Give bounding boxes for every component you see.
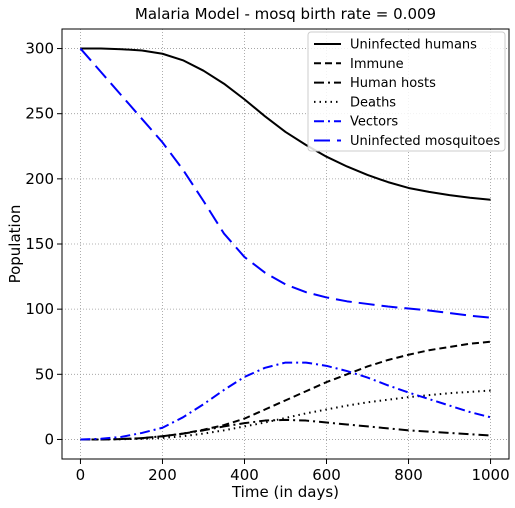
series-line-uninfected-humans: [80, 47, 491, 201]
x-tick-label: 0: [76, 466, 86, 484]
series-line-uninfected-mosquitoes: [79, 47, 491, 319]
y-tick-label: 150: [25, 235, 54, 253]
legend-label: Uninfected humans: [350, 38, 477, 53]
y-tick-label: 50: [35, 365, 54, 383]
legend-label: Human hosts: [350, 76, 436, 91]
y-tick-label: 100: [25, 300, 54, 318]
legend-label: Uninfected mosquitoes: [350, 134, 500, 149]
series-line-human-hosts: [80, 418, 491, 441]
x-axis-label: Time (in days): [231, 483, 339, 501]
legend-label: Immune: [350, 57, 404, 72]
legend-label: Deaths: [350, 95, 396, 110]
y-tick-label: 200: [25, 170, 54, 188]
series-line-vectors: [80, 361, 491, 441]
x-tick-label: 200: [148, 466, 177, 484]
y-tick-label: 250: [25, 105, 54, 123]
legend-label: Vectors: [350, 115, 398, 130]
x-tick-label: 400: [230, 466, 259, 484]
x-ticks: 0 200 400 600 800 1000: [76, 459, 510, 484]
x-tick-label: 800: [394, 466, 423, 484]
chart-title: Malaria Model - mosq birth rate = 0.009: [135, 5, 436, 23]
y-ticks: 0 50 100 150 200 250 300: [25, 40, 62, 448]
x-tick-label: 1000: [471, 466, 509, 484]
y-tick-label: 300: [25, 40, 54, 58]
data-series: [79, 47, 491, 441]
legend: Uninfected humans Immune Human hosts Deaths…: [307, 31, 506, 152]
y-tick-label: 0: [44, 430, 54, 448]
x-tick-label: 600: [312, 466, 341, 484]
y-axis-label: Population: [6, 205, 24, 284]
legend-box: [307, 31, 506, 152]
